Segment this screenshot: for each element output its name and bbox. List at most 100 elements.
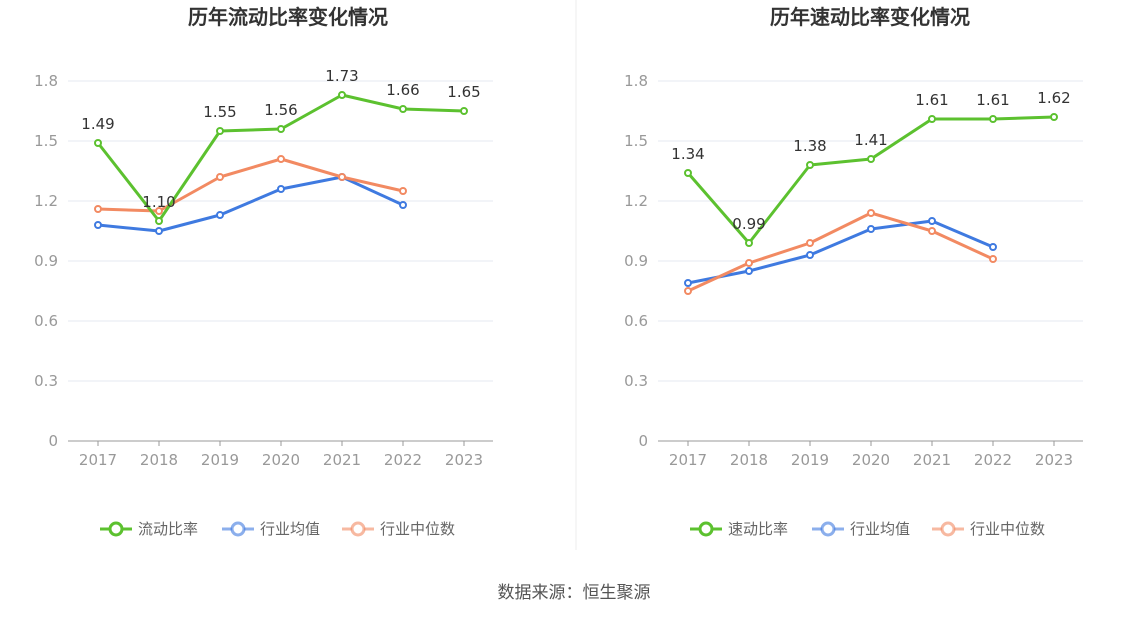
legend-marker	[820, 521, 836, 537]
data-point	[155, 227, 163, 235]
data-label: 1.61	[976, 91, 1009, 109]
y-tick-label: 1.2	[624, 192, 648, 210]
chart-title: 历年流动比率变化情况	[188, 5, 388, 29]
legend-label: 行业中位数	[380, 520, 455, 538]
y-tick-label: 0.6	[34, 312, 58, 330]
data-point	[745, 267, 753, 275]
legend-marker	[350, 521, 366, 537]
data-point	[338, 91, 346, 99]
data-point	[684, 169, 692, 177]
x-tick-label: 2018	[730, 451, 768, 469]
y-tick-label: 1.8	[34, 72, 58, 90]
data-label: 1.10	[142, 193, 175, 211]
data-point	[94, 221, 102, 229]
legend-label: 流动比率	[138, 520, 198, 538]
data-point	[684, 279, 692, 287]
data-point	[806, 251, 814, 259]
quick-ratio-chart: 历年速动比率变化情况 0 0.3 0.6 0.9 1.2 1.5 1.8 2017 2018 201…	[624, 5, 1083, 538]
data-point	[745, 239, 753, 247]
current-ratio-chart: 历年流动比率变化情况 0 0.3 0.6 0.9 1.2 1.5 1.8 2017 2018 201…	[34, 5, 493, 538]
data-label: 0.99	[732, 215, 765, 233]
x-tick-label: 2017	[669, 451, 707, 469]
data-point	[216, 173, 224, 181]
data-label: 1.73	[325, 67, 358, 85]
data-point	[1050, 113, 1058, 121]
x-tick-label: 2021	[323, 451, 361, 469]
legend-label: 行业中位数	[970, 520, 1045, 538]
data-point	[277, 125, 285, 133]
data-source: 数据来源：恒生聚源	[498, 583, 651, 603]
legend-item[interactable]: 流动比率	[100, 520, 198, 538]
legend-item[interactable]: 行业均值	[812, 520, 910, 538]
legend-item[interactable]: 速动比率	[690, 520, 788, 538]
data-point	[277, 155, 285, 163]
series-line	[97, 157, 404, 213]
x-tick-label: 2020	[852, 451, 890, 469]
data-label: 1.34	[671, 145, 704, 163]
y-tick-label: 0	[48, 432, 58, 450]
legend-label: 行业均值	[260, 520, 320, 538]
data-point	[867, 209, 875, 217]
y-tick-label: 0.6	[624, 312, 648, 330]
data-label: 1.66	[386, 81, 419, 99]
x-tick-label: 2017	[79, 451, 117, 469]
data-point	[745, 259, 753, 267]
x-tick-label: 2019	[201, 451, 239, 469]
data-point	[989, 255, 997, 263]
x-tick-label: 2020	[262, 451, 300, 469]
y-tick-label: 0.9	[34, 252, 58, 270]
x-tick-label: 2023	[445, 451, 483, 469]
data-label: 1.49	[81, 115, 114, 133]
legend-marker	[108, 521, 124, 537]
y-tick-label: 1.2	[34, 192, 58, 210]
legend-marker	[940, 521, 956, 537]
data-label: 1.62	[1037, 89, 1070, 107]
series-line	[687, 219, 994, 285]
data-point	[338, 173, 346, 181]
x-tick-label: 2019	[791, 451, 829, 469]
data-point	[989, 115, 997, 123]
data-label: 1.55	[203, 103, 236, 121]
data-label: 1.65	[447, 83, 480, 101]
data-point	[460, 107, 468, 115]
data-point	[867, 155, 875, 163]
data-point	[684, 287, 692, 295]
data-label: 1.38	[793, 137, 826, 155]
legend-item[interactable]: 行业中位数	[342, 520, 455, 538]
legend-label: 行业均值	[850, 520, 910, 538]
series-line	[687, 211, 994, 293]
x-tick-label: 2022	[974, 451, 1012, 469]
data-label: 1.41	[854, 131, 887, 149]
x-tick-label: 2023	[1035, 451, 1073, 469]
y-tick-label: 1.5	[624, 132, 648, 150]
y-tick-label: 0.3	[34, 372, 58, 390]
x-tick-label: 2022	[384, 451, 422, 469]
data-point	[867, 225, 875, 233]
legend-marker	[230, 521, 246, 537]
x-tick-label: 2018	[140, 451, 178, 469]
legend-label: 速动比率	[728, 520, 788, 538]
y-tick-label: 0.3	[624, 372, 648, 390]
data-point	[399, 105, 407, 113]
data-point	[155, 217, 163, 225]
data-point	[399, 201, 407, 209]
data-label: 1.56	[264, 101, 297, 119]
data-point	[928, 115, 936, 123]
data-point	[806, 239, 814, 247]
data-point	[806, 161, 814, 169]
y-tick-label: 1.5	[34, 132, 58, 150]
data-point	[94, 139, 102, 147]
y-tick-label: 1.8	[624, 72, 648, 90]
data-point	[399, 187, 407, 195]
chart-title: 历年速动比率变化情况	[770, 5, 970, 29]
data-point	[155, 207, 163, 215]
data-point	[928, 217, 936, 225]
data-point	[216, 211, 224, 219]
data-point	[277, 185, 285, 193]
legend-marker	[698, 521, 714, 537]
y-tick-label: 0	[638, 432, 648, 450]
legend-item[interactable]: 行业均值	[222, 520, 320, 538]
legend-item[interactable]: 行业中位数	[932, 520, 1045, 538]
data-point	[94, 205, 102, 213]
